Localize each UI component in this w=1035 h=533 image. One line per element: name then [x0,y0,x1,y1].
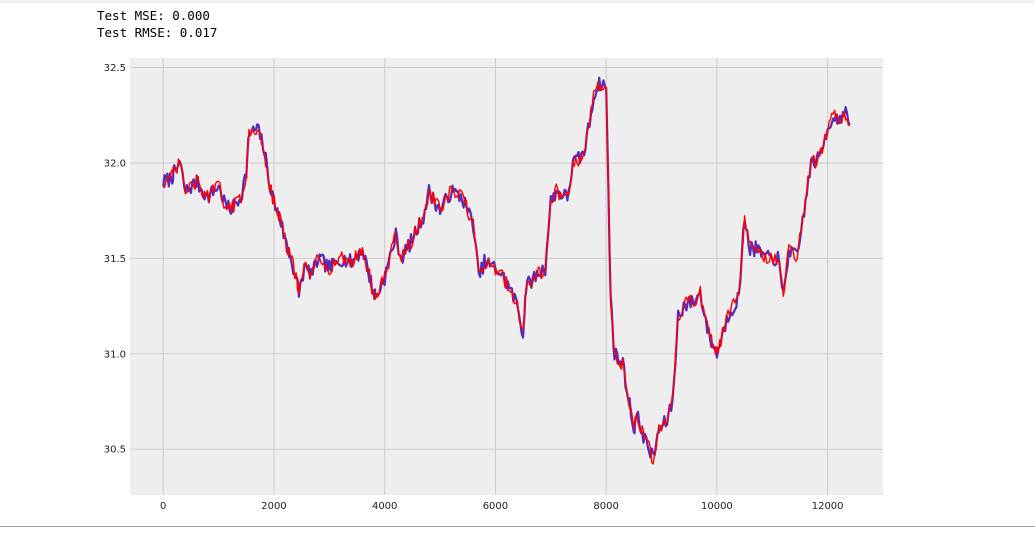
x-tick-label: 2000 [261,501,286,512]
y-tick-label: 31.0 [104,349,126,360]
test-rmse-output: Test RMSE: 0.017 [97,25,218,40]
x-tick-label: 6000 [483,501,508,512]
x-tick-label: 8000 [593,501,618,512]
y-tick-label: 32.5 [104,63,126,74]
x-tick-label: 0 [160,501,166,512]
cell-bottom-border [0,526,1035,527]
x-tick-label: 12000 [812,501,844,512]
x-tick-label: 4000 [372,501,397,512]
test-mse-output: Test MSE: 0.000 [97,8,210,23]
x-tick-label: 10000 [701,501,733,512]
y-tick-label: 31.5 [104,254,126,265]
y-tick-label: 32.0 [104,158,126,169]
cell-top-border [0,0,1035,3]
series-lines [162,76,851,465]
predicted-series-line [162,81,851,465]
axis-ticks: 0 2000 4000 6000 8000 10000 12000 30.5 31.0 31.5 3… [104,63,844,512]
y-tick-label: 30.5 [104,445,126,456]
